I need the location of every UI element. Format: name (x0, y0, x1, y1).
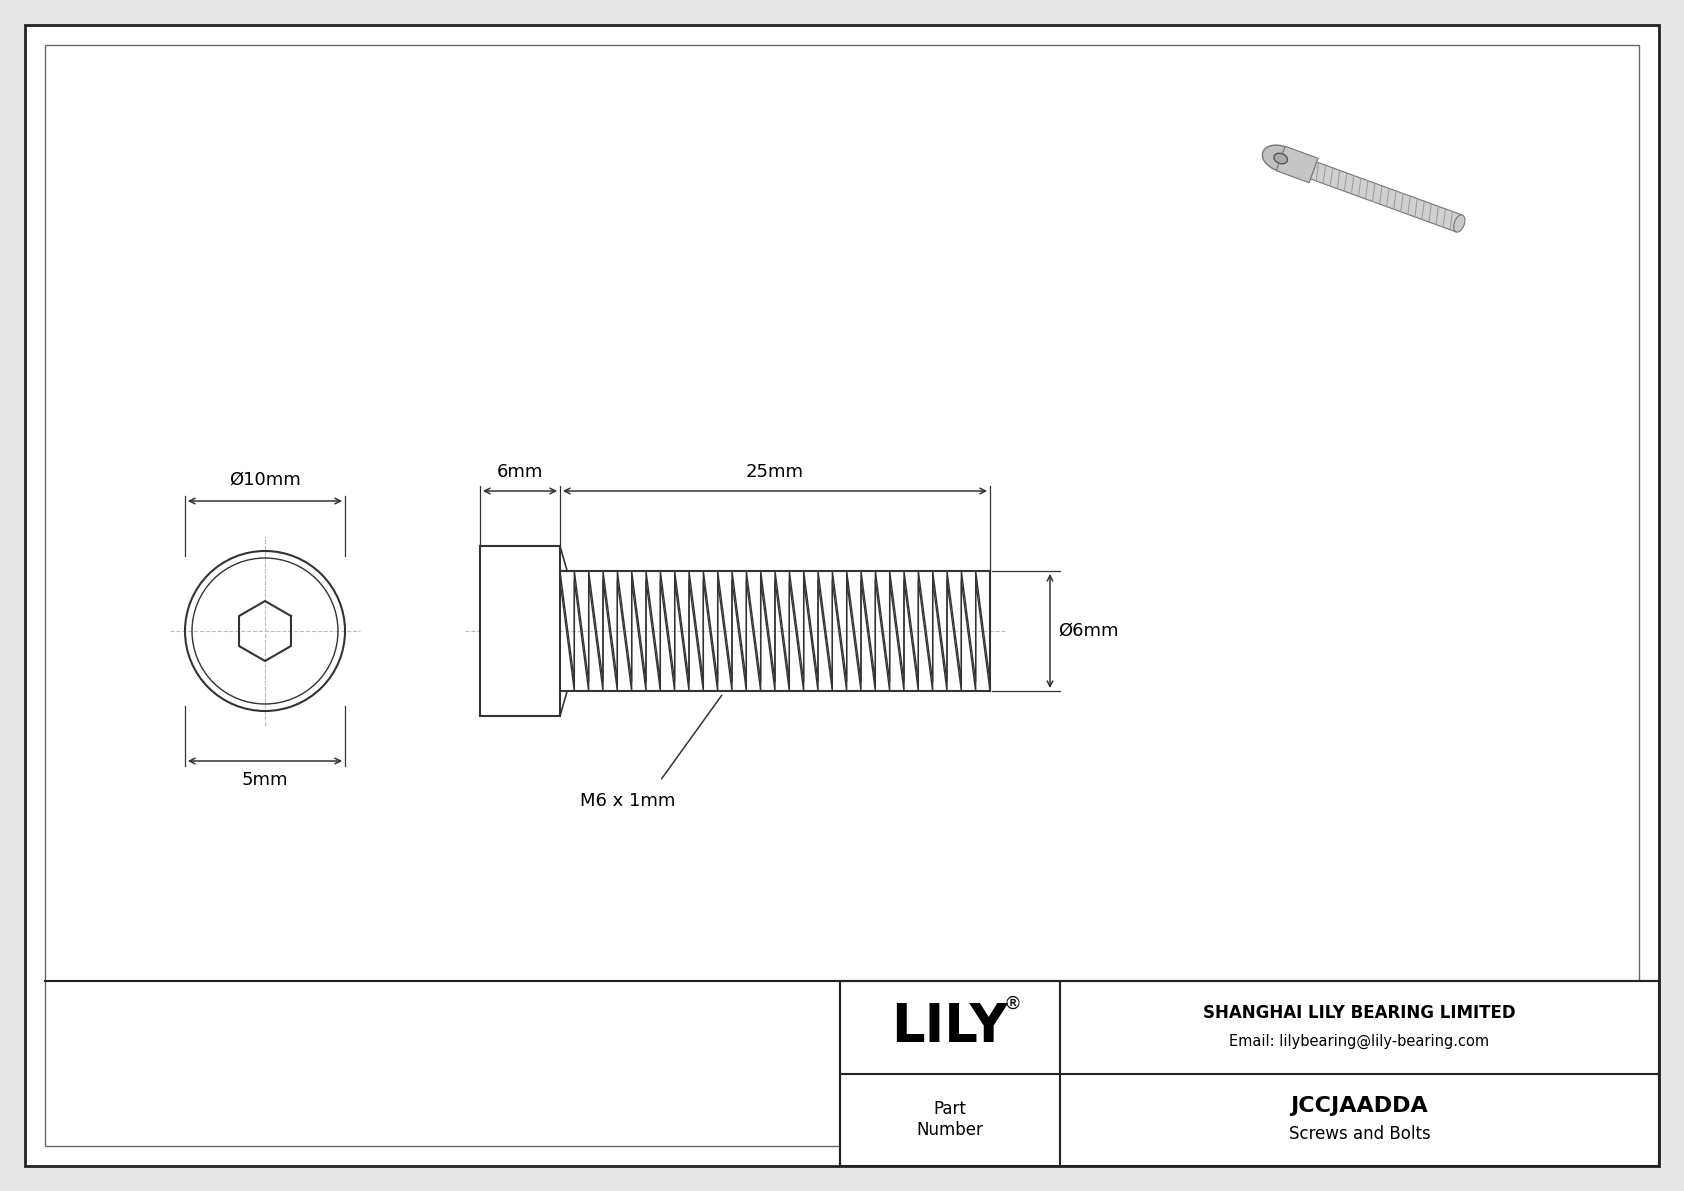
Text: Ø6mm: Ø6mm (1058, 622, 1118, 640)
Text: 6mm: 6mm (497, 463, 544, 481)
Text: Email: lilybearing@lily-bearing.com: Email: lilybearing@lily-bearing.com (1229, 1034, 1490, 1049)
Text: LILY: LILY (891, 1002, 1009, 1053)
Bar (480, 545, 561, 716)
Text: ®: ® (1004, 994, 1022, 1012)
Bar (1310, 162, 1462, 232)
Bar (1276, 146, 1319, 182)
Text: JCCJAADDA: JCCJAADDA (1290, 1096, 1428, 1116)
Text: Ø10mm: Ø10mm (229, 470, 301, 490)
Text: 5mm: 5mm (242, 771, 288, 788)
Ellipse shape (1273, 154, 1288, 164)
Text: Screws and Bolts: Screws and Bolts (1288, 1124, 1430, 1142)
Ellipse shape (1453, 214, 1465, 232)
Text: M6 x 1mm: M6 x 1mm (579, 792, 675, 810)
Text: SHANGHAI LILY BEARING LIMITED: SHANGHAI LILY BEARING LIMITED (1202, 1004, 1516, 1022)
Bar (840, 981, 1659, 1166)
Text: Part
Number: Part Number (916, 1100, 983, 1139)
Ellipse shape (1263, 145, 1298, 172)
Text: 25mm: 25mm (746, 463, 803, 481)
